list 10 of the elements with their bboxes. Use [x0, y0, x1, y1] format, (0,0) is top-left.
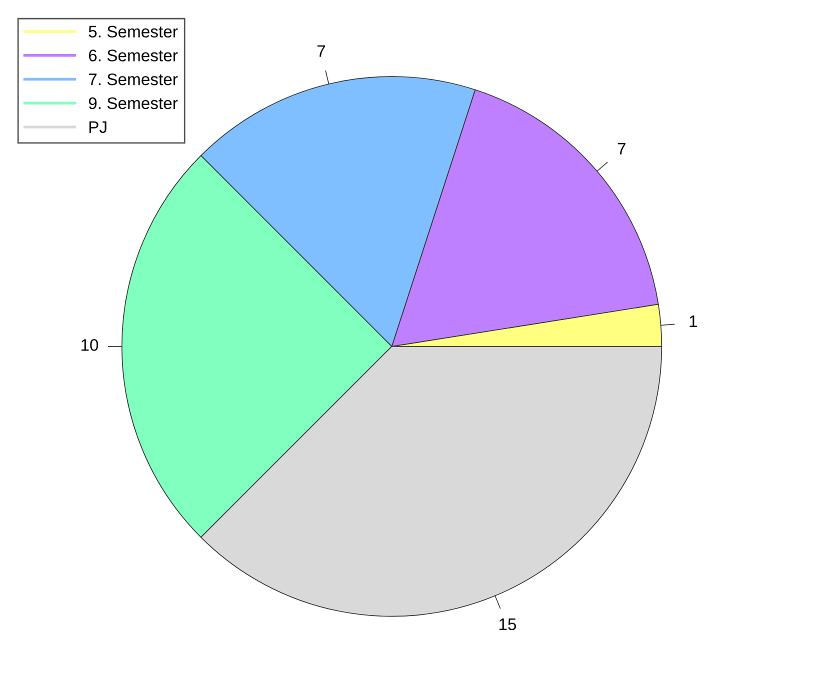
- data-label: 7: [317, 45, 326, 57]
- legend-label: 7. Semester: [88, 73, 178, 86]
- legend-label: 9. Semester: [88, 97, 178, 110]
- data-label: 10: [82, 339, 98, 351]
- data-label: 15: [499, 618, 516, 630]
- legend-label: PJ: [89, 121, 106, 134]
- legend-label: 5. Semester: [88, 26, 178, 38]
- data-label: 7: [618, 142, 626, 154]
- legend-label: 6. Semester: [88, 50, 178, 62]
- data-label: 1: [690, 316, 697, 328]
